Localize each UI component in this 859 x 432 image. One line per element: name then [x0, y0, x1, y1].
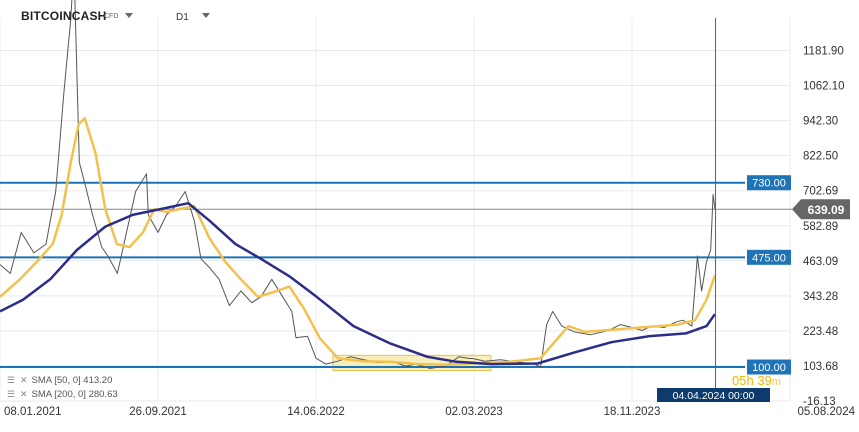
y-tick-label: 702.69: [803, 186, 838, 198]
series-lines: [0, 0, 717, 369]
remove-indicator-icon[interactable]: ✕: [20, 375, 28, 385]
timeframe-dropdown-icon[interactable]: [202, 13, 210, 18]
x-tick-label: 18.11.2023: [604, 406, 661, 418]
level-badges: 730.00 475.00 100.00 639.09 04.04.2024 00:00: [657, 175, 850, 402]
y-tick-label: -16.13: [803, 396, 836, 408]
y-tick-label: 463.09: [803, 256, 838, 268]
price-series-line: [0, 0, 716, 369]
indicator-label: SMA [200, 0] 280.63: [31, 389, 118, 400]
level-badge-bg: [747, 175, 791, 191]
x-tick-label: 08.01.2021: [4, 406, 62, 418]
countdown-hours: 05h: [732, 373, 754, 388]
x-tick-label: 05.08.2024: [797, 406, 855, 418]
countdown-minutes: 39: [757, 373, 772, 388]
y-tick-label: 103.68: [803, 361, 838, 373]
y-tick-label: 1062.10: [803, 81, 845, 93]
candle-countdown: 05h 39m: [732, 373, 781, 388]
indicator-menu-icon[interactable]: ☰: [6, 375, 16, 385]
current-price-badge-bg: [792, 199, 850, 220]
indicator-label: SMA [50, 0] 413.20: [31, 375, 113, 386]
x-tick-label: 02.03.2023: [445, 406, 503, 418]
y-tick-label: 223.48: [803, 326, 838, 338]
current-price-label: 639.09: [808, 203, 845, 217]
y-axis: 1181.90 1062.10 942.30 822.50 702.69 582.89 46…: [803, 46, 845, 408]
x-axis: 08.01.2021 26.09.2021 14.06.2022 02.03.2023…: [4, 406, 856, 418]
symbol-dropdown-icon[interactable]: [125, 13, 133, 18]
level-badge-bg: [747, 359, 791, 375]
y-tick-label: 582.89: [803, 221, 838, 233]
x-tick-label: 26.09.2021: [129, 406, 187, 418]
level-badge-label: 730.00: [752, 178, 786, 190]
remove-indicator-icon[interactable]: ✕: [20, 389, 28, 399]
y-tick-label: 343.28: [803, 291, 838, 303]
y-tick-label: 822.50: [803, 151, 838, 163]
timeframe-selector[interactable]: D1: [176, 12, 189, 23]
indicator-sma50[interactable]: ☰ ✕ SMA [50, 0] 413.20: [6, 375, 112, 386]
y-tick-label: 942.30: [803, 116, 838, 128]
level-badge-label: 100.00: [752, 362, 786, 374]
symbol-name[interactable]: BITCOINCASH: [21, 9, 107, 23]
countdown-unit: m: [771, 376, 781, 388]
crosshair-date-bg: [657, 388, 770, 402]
y-tick-label: 1181.90: [803, 46, 844, 58]
sma50-line: [0, 117, 717, 366]
instrument-type: CFD: [104, 13, 119, 20]
level-badge-label: 475.00: [752, 252, 786, 264]
indicator-menu-icon[interactable]: ☰: [6, 389, 16, 399]
sma200-line: [0, 201, 716, 366]
level-badge-bg: [747, 249, 791, 265]
x-tick-label: 14.06.2022: [287, 406, 345, 418]
indicator-sma200[interactable]: ☰ ✕ SMA [200, 0] 280.63: [6, 389, 118, 400]
crosshair-date-label: 04.04.2024 00:00: [673, 390, 755, 402]
